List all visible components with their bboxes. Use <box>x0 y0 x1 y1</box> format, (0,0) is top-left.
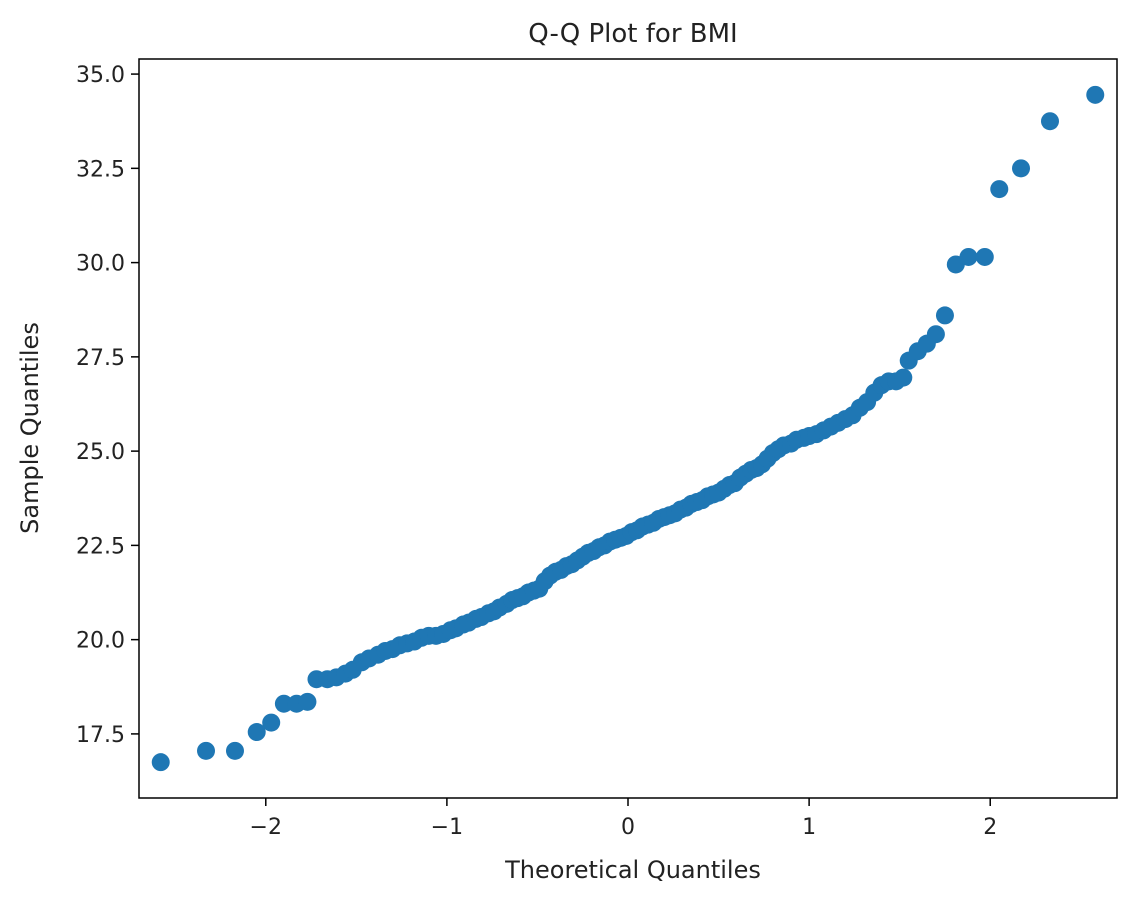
data-point <box>197 741 216 760</box>
y-tick-label: 30.0 <box>76 252 125 277</box>
data-point <box>1086 85 1105 104</box>
y-axis-label: Sample Quantiles <box>16 322 44 534</box>
data-point <box>298 692 317 711</box>
x-tick-label: 0 <box>621 815 635 840</box>
x-tick-label: −1 <box>431 815 463 840</box>
data-point <box>935 306 954 325</box>
x-axis-label: Theoretical Quantiles <box>504 856 761 884</box>
data-point <box>975 247 994 266</box>
plot-frame <box>138 58 1118 799</box>
data-point <box>959 247 978 266</box>
x-tick-label: −2 <box>250 815 282 840</box>
y-tick-label: 32.5 <box>76 157 125 182</box>
y-tick-label: 20.0 <box>76 629 125 654</box>
data-point <box>990 180 1009 199</box>
y-tick-label: 17.5 <box>76 723 125 748</box>
data-point <box>1040 112 1059 131</box>
data-point <box>926 325 945 344</box>
y-tick-label: 35.0 <box>76 63 125 88</box>
data-points <box>151 85 1105 772</box>
data-point <box>151 753 170 772</box>
data-point <box>247 723 266 742</box>
data-point <box>894 368 913 387</box>
y-tick-label: 27.5 <box>76 346 125 371</box>
data-point <box>1012 159 1031 178</box>
axis-ticks: −2 −1 0 1 2 17.5 20.0 22.5 25.0 27.5 30.0 32.5 35.0 <box>76 63 997 840</box>
x-tick-label: 2 <box>983 815 997 840</box>
chart-title: Q-Q Plot for BMI <box>528 19 737 49</box>
data-point <box>225 741 244 760</box>
y-tick-label: 22.5 <box>76 534 125 559</box>
data-point <box>262 713 281 732</box>
y-tick-label: 25.0 <box>76 440 125 465</box>
x-tick-label: 1 <box>802 815 816 840</box>
data-point <box>274 694 293 713</box>
